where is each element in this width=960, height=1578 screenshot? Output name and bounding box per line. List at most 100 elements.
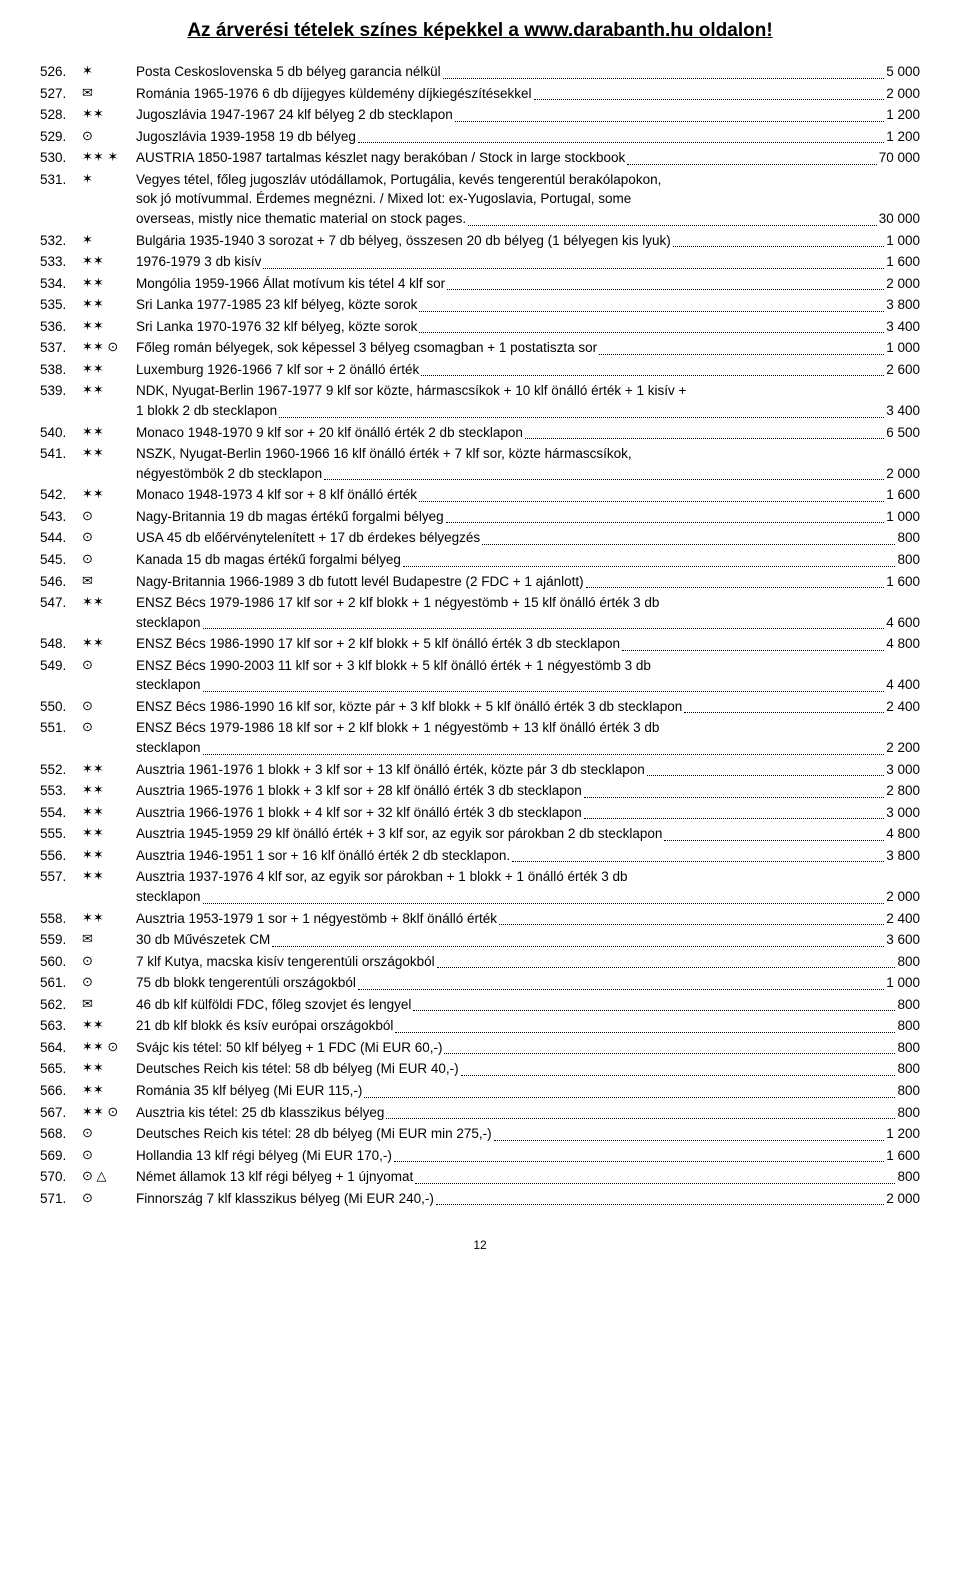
lot-price: 1 000 xyxy=(886,973,920,993)
lot-price: 2 200 xyxy=(886,738,920,758)
lot-row: 548.✶✶ENSZ Bécs 1986-1990 17 klf sor + 2… xyxy=(40,634,920,654)
lot-description-container: Románia 35 klf bélyeg (Mi EUR 115,-)800 xyxy=(136,1081,920,1101)
lot-symbols: ⊙ xyxy=(82,697,136,716)
leader-dots xyxy=(443,65,885,78)
lot-number: 540. xyxy=(40,423,82,443)
lot-price: 4 400 xyxy=(886,675,920,695)
leader-dots xyxy=(436,1192,884,1205)
lot-description: Német államok 13 klf régi bélyeg + 1 újn… xyxy=(136,1167,413,1187)
lot-description-line: ENSZ Bécs 1979-1986 18 klf sor + 2 klf b… xyxy=(136,718,920,738)
lot-description-container: Svájc kis tétel: 50 klf bélyeg + 1 FDC (… xyxy=(136,1038,920,1058)
leader-dots xyxy=(461,1063,896,1076)
lot-description-line: sok jó motívummal. Érdemes megnézni. / M… xyxy=(136,189,920,209)
lot-number: 546. xyxy=(40,572,82,592)
lot-symbols: ✶✶ xyxy=(82,803,136,822)
lot-row: 558.✶✶Ausztria 1953-1979 1 sor + 1 négye… xyxy=(40,909,920,929)
lot-symbols: ⊙ xyxy=(82,1146,136,1165)
lot-symbols: ✶✶ xyxy=(82,1081,136,1100)
lot-row: 555.✶✶Ausztria 1945-1959 29 klf önálló é… xyxy=(40,824,920,844)
lot-description: Svájc kis tétel: 50 klf bélyeg + 1 FDC (… xyxy=(136,1038,442,1058)
lot-number: 543. xyxy=(40,507,82,527)
lot-symbols: ✶✶ xyxy=(82,909,136,928)
lot-description: Ausztria 1965-1976 1 blokk + 3 klf sor +… xyxy=(136,781,582,801)
lot-row: 534.✶✶Mongólia 1959-1966 Állat motívum k… xyxy=(40,274,920,294)
lot-symbols: ✶✶ xyxy=(82,824,136,843)
lot-price: 4 600 xyxy=(886,613,920,633)
lot-price: 30 000 xyxy=(879,209,920,229)
lot-symbols: ⊙ xyxy=(82,507,136,526)
leader-dots xyxy=(447,277,884,290)
leader-dots xyxy=(494,1128,885,1141)
lot-description: Jugoszlávia 1947-1967 24 klf bélyeg 2 db… xyxy=(136,105,453,125)
lot-row: 553.✶✶Ausztria 1965-1976 1 blokk + 3 klf… xyxy=(40,781,920,801)
lot-number: 571. xyxy=(40,1189,82,1209)
lot-row: 531.✶Vegyes tétel, főleg jugoszláv utódá… xyxy=(40,170,920,229)
lot-description: 30 db Művészetek CM xyxy=(136,930,270,950)
lot-description: Ausztria kis tétel: 25 db klasszikus bél… xyxy=(136,1103,384,1123)
lot-number: 567. xyxy=(40,1103,82,1123)
lot-symbols: ✶ xyxy=(82,170,136,189)
lot-description-container: 1976-1979 3 db kisív1 600 xyxy=(136,252,920,272)
lot-description-last-line: stecklapon4 600 xyxy=(136,613,920,633)
lot-symbols: ✶✶ ⊙ xyxy=(82,1038,136,1057)
lot-row: 537.✶✶ ⊙Főleg román bélyegek, sok képess… xyxy=(40,338,920,358)
lot-symbols: ✶✶ xyxy=(82,423,136,442)
leader-dots xyxy=(272,933,884,946)
lot-number: 548. xyxy=(40,634,82,654)
lot-symbols: ✶✶ xyxy=(82,360,136,379)
lot-price: 2 400 xyxy=(886,697,920,717)
lot-description-container: Német államok 13 klf régi bélyeg + 1 újn… xyxy=(136,1167,920,1187)
lot-description-container: Ausztria 1937-1976 4 klf sor, az egyik s… xyxy=(136,867,920,906)
lot-number: 551. xyxy=(40,718,82,738)
lot-row: 551.⊙ENSZ Bécs 1979-1986 18 klf sor + 2 … xyxy=(40,718,920,757)
lot-symbols: ✶✶ xyxy=(82,1016,136,1035)
lot-number: 530. xyxy=(40,148,82,168)
lot-symbols: ⊙ △ xyxy=(82,1167,136,1186)
lot-symbols: ✶✶ xyxy=(82,634,136,653)
lot-description: négyestömbök 2 db stecklapon xyxy=(136,464,322,484)
lot-number: 535. xyxy=(40,295,82,315)
lot-number: 550. xyxy=(40,697,82,717)
lot-row: 566.✶✶Románia 35 klf bélyeg (Mi EUR 115,… xyxy=(40,1081,920,1101)
lot-number: 532. xyxy=(40,231,82,251)
lot-symbols: ⊙ xyxy=(82,1189,136,1208)
lot-description: Monaco 1948-1970 9 klf sor + 20 klf önál… xyxy=(136,423,523,443)
lot-description-container: ENSZ Bécs 1986-1990 16 klf sor, közte pá… xyxy=(136,697,920,717)
leader-dots xyxy=(203,890,885,903)
lot-price: 3 800 xyxy=(886,295,920,315)
lot-list: 526.✶Posta Ceskoslovenska 5 db bélyeg ga… xyxy=(40,62,920,1208)
lot-description-container: Ausztria 1945-1959 29 klf önálló érték +… xyxy=(136,824,920,844)
lot-symbols: ⊙ xyxy=(82,1124,136,1143)
lot-description-container: Deutsches Reich kis tétel: 28 db bélyeg … xyxy=(136,1124,920,1144)
lot-symbols: ⊙ xyxy=(82,656,136,675)
lot-symbols: ✉ xyxy=(82,995,136,1014)
leader-dots xyxy=(203,616,885,629)
lot-row: 565.✶✶Deutsches Reich kis tétel: 58 db b… xyxy=(40,1059,920,1079)
lot-row: 560.⊙7 klf Kutya, macska kisív tengerent… xyxy=(40,952,920,972)
lot-price: 800 xyxy=(897,995,920,1015)
lot-row: 552.✶✶Ausztria 1961-1976 1 blokk + 3 klf… xyxy=(40,760,920,780)
lot-symbols: ✶✶ xyxy=(82,846,136,865)
lot-description: Luxemburg 1926-1966 7 klf sor + 2 önálló… xyxy=(136,360,419,380)
lot-price: 1 200 xyxy=(886,127,920,147)
lot-row: 556.✶✶Ausztria 1946-1951 1 sor + 16 klf … xyxy=(40,846,920,866)
lot-row: 538.✶✶Luxemburg 1926-1966 7 klf sor + 2 … xyxy=(40,360,920,380)
lot-number: 541. xyxy=(40,444,82,464)
lot-description-container: Románia 1965-1976 6 db díjjegyes küldemé… xyxy=(136,84,920,104)
lot-row: 562.✉46 db klf külföldi FDC, főleg szovj… xyxy=(40,995,920,1015)
lot-description-container: Mongólia 1959-1966 Állat motívum kis tét… xyxy=(136,274,920,294)
lot-symbols: ✶✶ xyxy=(82,274,136,293)
lot-description-container: Jugoszlávia 1939-1958 19 db bélyeg1 200 xyxy=(136,127,920,147)
lot-number: 533. xyxy=(40,252,82,272)
lot-number: 561. xyxy=(40,973,82,993)
leader-dots xyxy=(499,912,884,925)
lot-description: stecklapon xyxy=(136,738,201,758)
lot-description-container: Deutsches Reich kis tétel: 58 db bélyeg … xyxy=(136,1059,920,1079)
lot-number: 568. xyxy=(40,1124,82,1144)
lot-description: Ausztria 1945-1959 29 klf önálló érték +… xyxy=(136,824,662,844)
lot-symbols: ⊙ xyxy=(82,550,136,569)
lot-price: 800 xyxy=(897,1016,920,1036)
lot-description-container: Sri Lanka 1977-1985 23 klf bélyeg, közte… xyxy=(136,295,920,315)
lot-symbols: ⊙ xyxy=(82,127,136,146)
lot-price: 800 xyxy=(897,1167,920,1187)
